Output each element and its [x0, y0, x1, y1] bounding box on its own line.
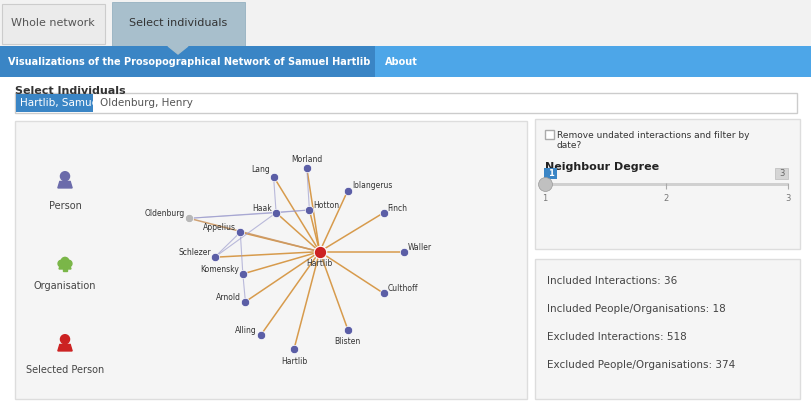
- Text: 3: 3: [784, 194, 790, 203]
- Text: Remove undated interactions and filter by: Remove undated interactions and filter b…: [556, 130, 749, 139]
- Polygon shape: [168, 46, 188, 54]
- Text: Select Individuals: Select Individuals: [15, 86, 126, 96]
- Text: About: About: [384, 57, 418, 67]
- Text: Lang: Lang: [251, 164, 269, 173]
- Text: Alling: Alling: [234, 326, 256, 335]
- Text: Excluded Interactions: 518: Excluded Interactions: 518: [547, 332, 686, 342]
- Text: 2: 2: [663, 194, 668, 203]
- Text: Arnold: Arnold: [217, 293, 241, 302]
- FancyBboxPatch shape: [544, 183, 787, 186]
- Text: date?: date?: [556, 142, 581, 151]
- Polygon shape: [58, 182, 72, 188]
- Text: Hartlib: Hartlib: [281, 357, 307, 366]
- Text: Selected Person: Selected Person: [26, 365, 104, 375]
- FancyBboxPatch shape: [774, 168, 787, 179]
- Text: Morland: Morland: [291, 155, 322, 164]
- Text: 3: 3: [778, 169, 783, 178]
- Circle shape: [60, 172, 70, 181]
- Text: Visualizations of the Prosopographical Network of Samuel Hartlib: Visualizations of the Prosopographical N…: [8, 57, 370, 67]
- FancyBboxPatch shape: [544, 130, 553, 139]
- Text: Person: Person: [49, 201, 81, 211]
- Text: Included Interactions: 36: Included Interactions: 36: [547, 276, 676, 286]
- Text: Blisten: Blisten: [334, 337, 360, 346]
- Text: Hartlib, Samuel: Hartlib, Samuel: [20, 98, 101, 108]
- Text: Whole network: Whole network: [11, 18, 95, 28]
- FancyBboxPatch shape: [0, 0, 811, 46]
- Text: Select individuals: Select individuals: [129, 18, 227, 28]
- FancyBboxPatch shape: [0, 77, 811, 409]
- Polygon shape: [63, 268, 67, 272]
- Circle shape: [58, 260, 65, 267]
- Text: Schlezer: Schlezer: [178, 248, 210, 257]
- Text: Finch: Finch: [387, 204, 407, 213]
- Text: Hotton: Hotton: [313, 201, 339, 210]
- Circle shape: [60, 335, 70, 344]
- Circle shape: [65, 260, 72, 267]
- Text: Culthoff: Culthoff: [387, 284, 418, 293]
- Polygon shape: [59, 262, 71, 269]
- Text: Hartlib: Hartlib: [306, 258, 333, 267]
- Text: Appelius: Appelius: [203, 223, 236, 232]
- Circle shape: [61, 257, 69, 265]
- Text: Waller: Waller: [408, 243, 431, 252]
- Text: Haak: Haak: [252, 204, 272, 213]
- FancyBboxPatch shape: [15, 121, 526, 399]
- Text: Oldenburg: Oldenburg: [144, 209, 185, 218]
- Text: 1: 1: [542, 194, 547, 203]
- FancyBboxPatch shape: [534, 259, 799, 399]
- Polygon shape: [58, 344, 72, 351]
- Text: Komensky: Komensky: [200, 265, 238, 274]
- Text: Oldenburg, Henry: Oldenburg, Henry: [100, 98, 193, 108]
- Text: Iolangerus: Iolangerus: [351, 182, 392, 191]
- Text: Included People/Organisations: 18: Included People/Organisations: 18: [547, 304, 725, 314]
- FancyBboxPatch shape: [0, 46, 375, 77]
- Text: Organisation: Organisation: [34, 281, 97, 291]
- FancyBboxPatch shape: [2, 4, 105, 44]
- Text: Neighbour Degree: Neighbour Degree: [544, 162, 659, 172]
- FancyBboxPatch shape: [543, 168, 556, 179]
- FancyBboxPatch shape: [112, 2, 245, 46]
- FancyBboxPatch shape: [15, 93, 796, 113]
- FancyBboxPatch shape: [534, 119, 799, 249]
- Text: 1: 1: [547, 169, 553, 178]
- FancyBboxPatch shape: [16, 94, 93, 112]
- Text: Excluded People/Organisations: 374: Excluded People/Organisations: 374: [547, 360, 734, 370]
- FancyBboxPatch shape: [0, 46, 811, 77]
